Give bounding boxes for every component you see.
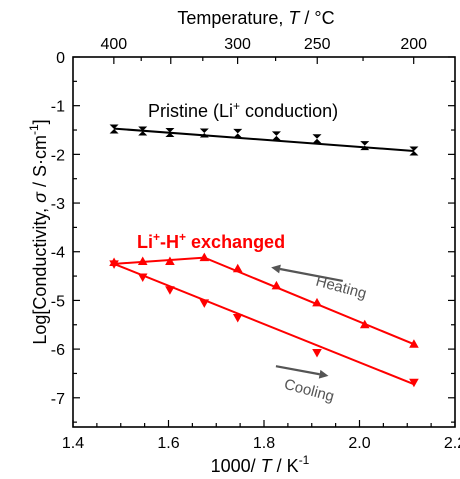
- y-tick-label: -5: [51, 293, 65, 310]
- data-point-series-1: [138, 126, 148, 136]
- data-point-series-1: [360, 141, 370, 151]
- data-point-series-1: [271, 131, 281, 141]
- fit-line-series-2: [114, 256, 415, 346]
- data-point-series-2: [232, 263, 243, 273]
- x-tick-label: 1.6: [157, 435, 179, 452]
- data-point-series-3: [199, 299, 210, 308]
- x-tick-label: 1.4: [62, 435, 84, 452]
- data-point-series-3: [137, 273, 148, 283]
- data-point-series-1: [233, 128, 243, 138]
- y-tick-label: -4: [51, 245, 65, 262]
- data-point-series-2: [409, 339, 419, 348]
- data-point-series-2: [359, 319, 370, 329]
- data-point-series-3: [109, 260, 119, 269]
- heating-arrow-head: [271, 264, 281, 274]
- plot-frame: [72, 56, 456, 428]
- x-tick-label: 2.0: [348, 435, 370, 452]
- fit-line-series-3: [113, 262, 415, 386]
- data-point-series-3: [232, 313, 243, 323]
- data-point-series-3: [409, 378, 419, 388]
- data-point-series-1: [409, 146, 419, 156]
- plot-content: [109, 124, 419, 388]
- annotation-cooling: Cooling: [282, 376, 336, 406]
- data-point-series-1: [199, 128, 209, 138]
- data-point-series-2: [199, 252, 210, 262]
- data-point-series-2: [165, 256, 175, 265]
- y-tick-label: -2: [51, 147, 65, 164]
- cooling-arrow-head: [318, 369, 329, 379]
- data-point-series-1: [312, 134, 322, 144]
- data-point-series-3: [312, 349, 322, 358]
- fit-line-series-1: [114, 127, 414, 152]
- cooling-arrow-shaft: [275, 365, 320, 376]
- axis-ticks: 1.4 1.6 1.8 2.0 2.2 0 -1 -2 -3 -4 -5 -6 -7 400 300 250 2…: [51, 36, 460, 452]
- data-point-series-2: [137, 256, 148, 265]
- top-tick-label: 300: [224, 36, 251, 53]
- data-point-series-1: [109, 124, 119, 134]
- y-tick-label: -3: [51, 196, 65, 213]
- x-tick-label: 2.2: [444, 435, 460, 452]
- data-point-series-2: [271, 280, 282, 290]
- data-point-series-3: [165, 286, 175, 295]
- y-tick-label: -6: [51, 342, 65, 359]
- y-axis-title: Log[Conductivity, σ / S·cm-1]: [27, 119, 50, 344]
- annotation-pristine: Pristine (Li+ conduction): [148, 99, 338, 121]
- top-tick-label: 400: [100, 36, 127, 53]
- x-tick-label: 1.8: [253, 435, 275, 452]
- annotation-heating: Heating: [314, 273, 368, 303]
- annotation-exchanged: Li+-H+ exchanged: [137, 230, 285, 252]
- top-tick-label: 200: [400, 36, 427, 53]
- top-axis-title: Temperature, T / °C: [177, 8, 334, 28]
- data-point-series-2: [312, 297, 322, 307]
- heating-arrow-shaft: [279, 267, 343, 283]
- y-tick-label: 0: [56, 50, 65, 67]
- top-tick-label: 250: [304, 36, 331, 53]
- y-tick-label: -1: [51, 99, 65, 116]
- data-point-series-1: [165, 127, 175, 137]
- x-axis-title: 1000/ T / K-1: [211, 453, 310, 476]
- y-tick-label: -7: [51, 391, 65, 408]
